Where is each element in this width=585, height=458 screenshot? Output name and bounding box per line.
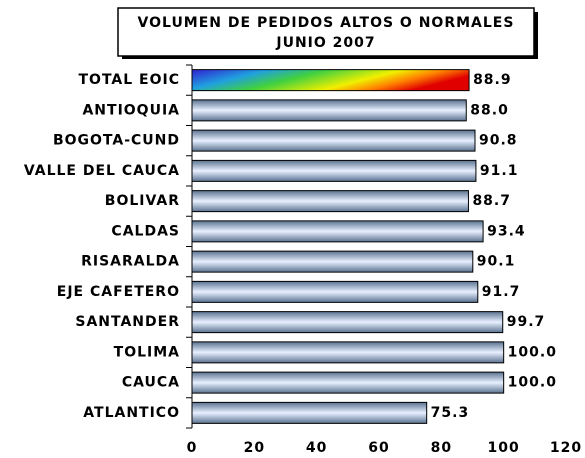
value-label: 88.0: [470, 102, 509, 118]
x-tick-label: 20: [244, 440, 265, 456]
y-tick-label: RISARALDA: [81, 254, 180, 270]
value-label: 100.0: [508, 375, 557, 391]
value-label: 75.3: [431, 405, 470, 421]
value-label: 100.0: [508, 344, 557, 360]
bar: [191, 220, 484, 243]
y-tick-label: TOLIMA: [114, 344, 180, 360]
value-label: 90.1: [477, 254, 516, 270]
y-tick-label: EJE CAFETERO: [57, 284, 180, 300]
bar: [191, 311, 504, 334]
value-label: 90.8: [479, 133, 518, 149]
bar: [191, 341, 505, 364]
title-box: [117, 7, 535, 57]
x-tick-label: 120: [550, 440, 582, 456]
y-tick-label: CAUCA: [122, 375, 180, 391]
x-tick-label: 0: [187, 440, 198, 456]
title-shadow: [122, 56, 538, 59]
bar: [191, 371, 505, 394]
bar: [191, 69, 470, 92]
bar: [191, 159, 477, 182]
y-tick-label: CALDAS: [111, 223, 180, 239]
chart-title: JUNIO 2007: [275, 35, 375, 51]
x-tick-label: 80: [431, 440, 452, 456]
bar: [191, 190, 469, 213]
x-tick-label: 100: [488, 440, 520, 456]
y-tick-label: BOGOTA-CUND: [53, 133, 180, 149]
chart-title: VOLUMEN DE PEDIDOS ALTOS O NORMALES: [138, 15, 515, 31]
bar: [191, 129, 476, 152]
y-tick-label: VALLE DEL CAUCA: [24, 163, 180, 179]
value-label: 91.7: [482, 284, 521, 300]
value-label: 88.7: [472, 193, 511, 209]
x-tick-label: 40: [306, 440, 327, 456]
y-tick-label: SANTANDER: [75, 314, 180, 330]
x-tick-label: 60: [368, 440, 389, 456]
title-shadow: [534, 12, 538, 59]
bar: [191, 280, 479, 303]
y-tick-label: ATLANTICO: [83, 405, 180, 421]
value-label: 99.7: [507, 314, 546, 330]
y-tick-label: ANTIOQUIA: [82, 102, 180, 118]
bar: [191, 401, 428, 424]
y-tick-label: BOLIVAR: [105, 193, 180, 209]
value-label: 88.9: [473, 72, 512, 88]
value-label: 91.1: [480, 163, 519, 179]
bar: [191, 250, 474, 273]
y-tick-label: TOTAL EOIC: [79, 72, 181, 88]
bar: [191, 99, 467, 122]
value-label: 93.4: [487, 223, 526, 239]
